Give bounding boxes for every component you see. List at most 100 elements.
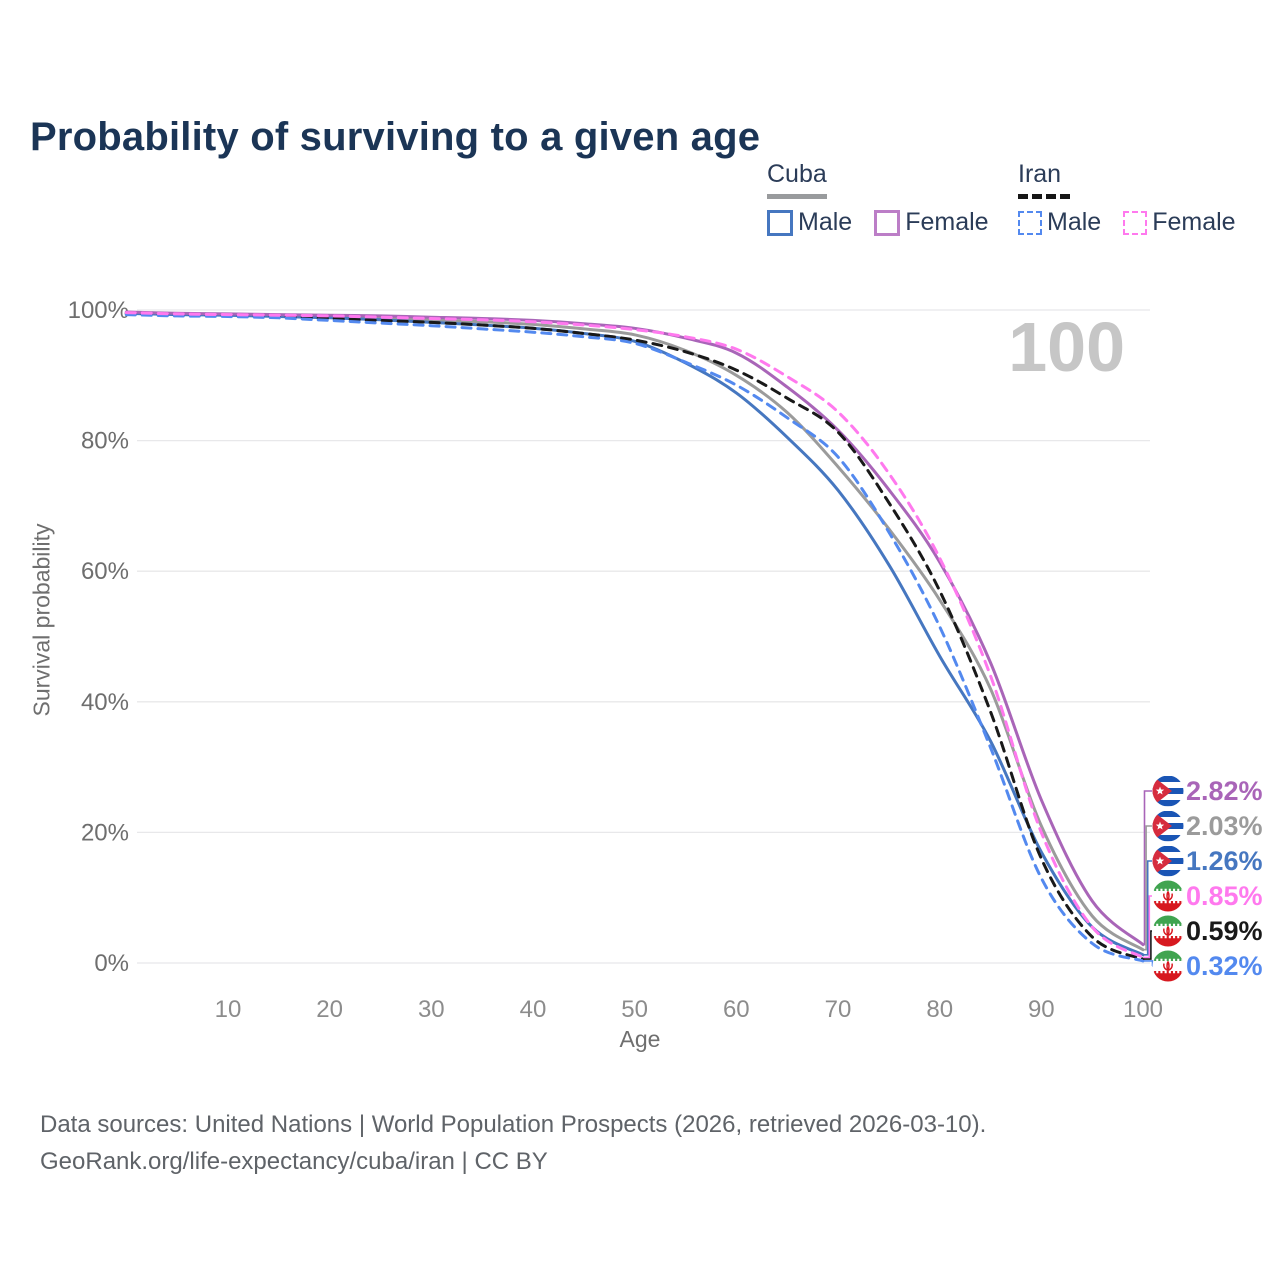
cuba-star (1155, 821, 1165, 830)
x-tick-label: 90 (1028, 996, 1055, 1023)
iran-flag-icon (1152, 950, 1184, 982)
solid-line-swatch-icon (874, 209, 901, 236)
cuba-stripe (1152, 864, 1184, 871)
legend-item-iran-male[interactable]: Male (1018, 208, 1101, 237)
x-tick-label: 70 (825, 996, 852, 1023)
iran-flag-icon (1152, 880, 1184, 912)
x-tick-label: 60 (723, 996, 750, 1023)
series-line-iran-female (124, 311, 1145, 959)
cuba-flag-icon (1152, 845, 1184, 877)
cuba-stripe (1152, 811, 1184, 818)
survival-probability-chart: 0% 20% 40% 60% 80% 100% 10 20 30 40 50 60 70 80 90 100 1… (68, 297, 1263, 1023)
legend: Cuba Male Female Iran Male (0, 160, 1280, 250)
iran-emblem (1163, 891, 1173, 902)
label-connector-iran-total (1143, 930, 1152, 960)
iran-red-band (1152, 901, 1184, 912)
label-connector-iran-male (1143, 960, 1154, 967)
cuba-stripe (1152, 835, 1184, 842)
iran-green-band (1152, 880, 1184, 891)
dashed-line-swatch-icon (1123, 210, 1148, 235)
cuba-stripe (1152, 870, 1184, 877)
y-tick-label: 100% (68, 297, 129, 324)
y-tick-label: 20% (81, 819, 129, 846)
iran-emblem (1163, 961, 1173, 972)
iran-flag-icon (1152, 950, 1184, 982)
x-axis-title: Age (619, 1026, 661, 1052)
cuba-star (1155, 786, 1165, 795)
legend-group-title-cuba: Cuba (767, 160, 827, 199)
iran-flag-icon (1152, 880, 1184, 912)
iran-red-band (1152, 971, 1184, 982)
series-line-iran-total (124, 312, 1145, 961)
iran-flag-icon (1152, 915, 1184, 947)
dashed-line-swatch-icon (1018, 210, 1042, 235)
cuba-stripe (1152, 776, 1184, 783)
cuba-flag-icon (1152, 775, 1184, 807)
legend-item-label: Male (1047, 208, 1102, 236)
cuba-stripe (1152, 846, 1184, 853)
label-connector-cuba-male (1143, 860, 1152, 956)
x-tick-label: 20 (316, 996, 343, 1023)
label-connector-iran-female (1143, 895, 1152, 959)
x-tick-label: 100 (1123, 996, 1163, 1023)
iran-flag-icon (1152, 915, 1184, 947)
end-value-label-cuba-female: 2.82% (1186, 776, 1263, 806)
cuba-stripe (1152, 782, 1184, 789)
legend-item-label: Male (798, 208, 853, 236)
cuba-stripe (1152, 852, 1184, 859)
legend-item-label: Female (905, 208, 989, 236)
label-connector-cuba-total (1143, 825, 1152, 951)
y-tick-label: 60% (81, 558, 129, 585)
legend-group-iran: Iran Male Female (1018, 160, 1236, 237)
x-tick-label: 10 (215, 996, 242, 1023)
cuba-stripe (1152, 800, 1184, 807)
legend-item-iran-female[interactable]: Female (1123, 208, 1236, 237)
end-value-label-cuba-male: 1.26% (1186, 846, 1263, 876)
page-title: Probability of surviving to a given age (30, 114, 761, 159)
series-line-iran-male (124, 313, 1145, 963)
x-tick-label: 30 (418, 996, 445, 1023)
cuba-star (1155, 856, 1165, 865)
legend-group-title-iran: Iran (1018, 160, 1070, 199)
legend-item-cuba-male[interactable]: Male (767, 208, 852, 237)
x-tick-label: 80 (926, 996, 953, 1023)
cuba-stripe (1152, 829, 1184, 836)
series-line-cuba-male (124, 311, 1145, 957)
legend-item-cuba-female[interactable]: Female (874, 208, 989, 237)
legend-row-cuba: Male Female (767, 208, 989, 237)
end-value-label-cuba-total: 2.03% (1186, 811, 1263, 841)
legend-item-label: Female (1152, 208, 1236, 236)
end-value-label-iran-male: 0.32% (1186, 951, 1263, 981)
x-tick-label: 50 (621, 996, 648, 1023)
y-tick-label: 0% (94, 950, 129, 977)
y-tick-label: 40% (81, 689, 129, 716)
footer: Data sources: United Nations | World Pop… (40, 1106, 986, 1180)
cuba-flag-icon (1152, 845, 1184, 877)
cuba-flag-icon (1152, 775, 1184, 807)
cuba-flag-icon (1152, 810, 1184, 842)
iran-emblem (1163, 926, 1173, 937)
series-line-cuba-total (124, 311, 1145, 952)
iran-white-band (1152, 891, 1184, 901)
iran-white-band (1152, 961, 1184, 971)
iran-white-band (1152, 926, 1184, 936)
end-value-label-iran-total: 0.59% (1186, 916, 1263, 946)
cuba-flag-icon (1152, 810, 1184, 842)
age-watermark: 100 (1008, 308, 1125, 386)
iran-green-band (1152, 915, 1184, 926)
iran-red-band (1152, 936, 1184, 947)
x-tick-label: 40 (520, 996, 547, 1023)
footer-attribution: GeoRank.org/life-expectancy/cuba/iran | … (40, 1148, 548, 1176)
series-line-cuba-female (124, 310, 1145, 947)
footer-data-sources: Data sources: United Nations | World Pop… (40, 1111, 987, 1138)
iran-green-band (1152, 950, 1184, 961)
end-value-label-iran-female: 0.85% (1186, 881, 1263, 911)
solid-line-swatch-icon (767, 209, 793, 236)
label-connector-cuba-female (1143, 790, 1152, 946)
cuba-stripe (1152, 817, 1184, 824)
legend-row-iran: Male Female (1018, 208, 1236, 237)
cuba-stripe (1152, 794, 1184, 801)
legend-group-cuba: Cuba Male Female (767, 160, 989, 237)
y-tick-label: 80% (81, 428, 129, 455)
